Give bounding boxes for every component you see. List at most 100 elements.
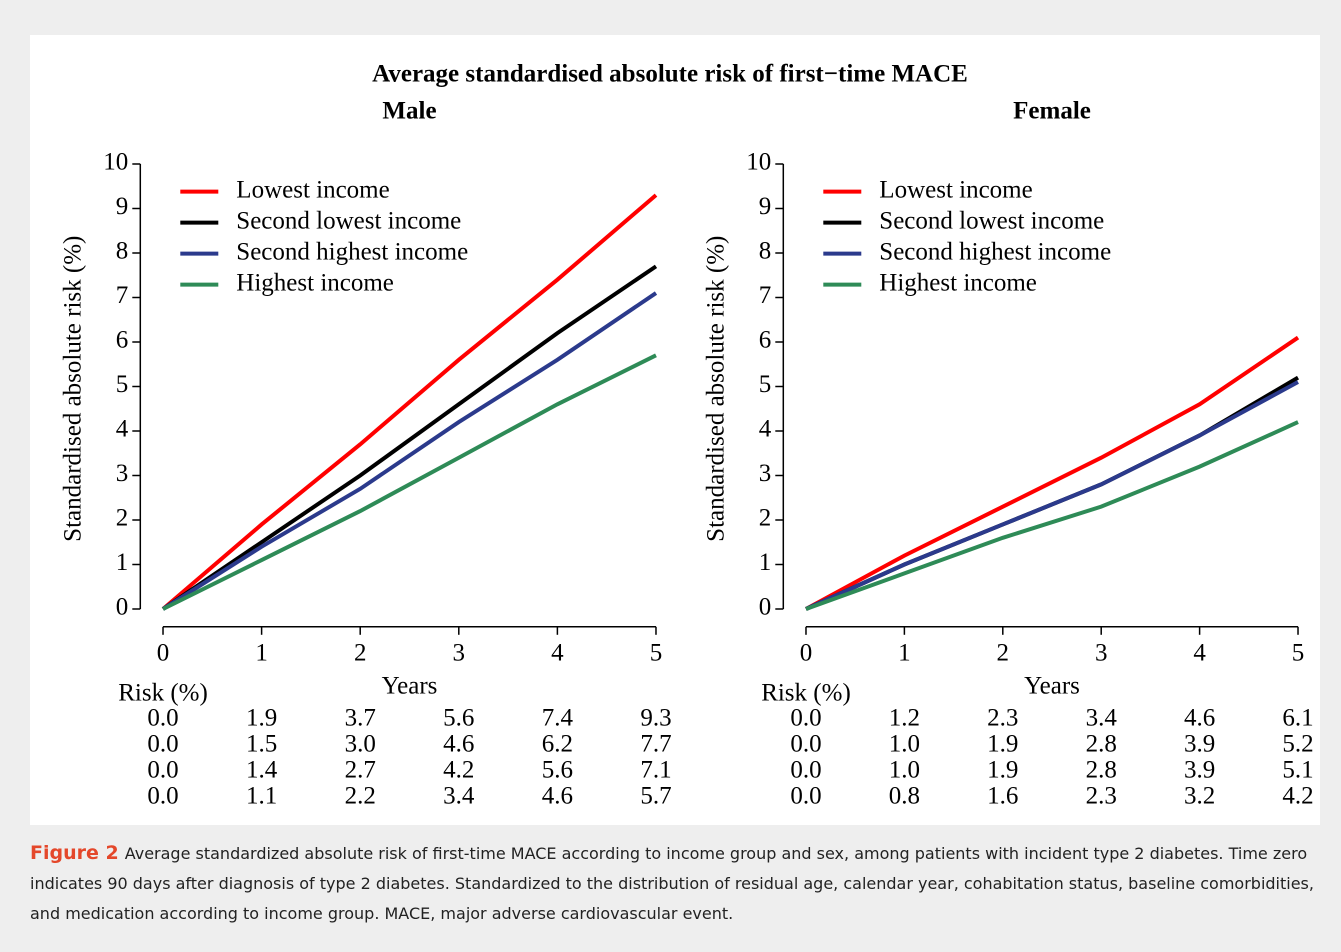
- x-tick-label: 4: [551, 640, 564, 667]
- y-tick-label: 7: [759, 282, 772, 309]
- risk-value: 3.7: [345, 705, 376, 732]
- risk-value: 1.6: [987, 783, 1018, 810]
- x-tick-label: 5: [650, 640, 663, 667]
- risk-value: 0.0: [147, 757, 178, 784]
- risk-value: 0.8: [889, 783, 920, 810]
- y-tick-label: 10: [103, 149, 128, 176]
- risk-value: 4.2: [1282, 783, 1313, 810]
- caption: Figure 2 Average standardized absolute ri…: [30, 838, 1320, 929]
- risk-value: 1.9: [987, 757, 1018, 784]
- risk-value: 1.9: [987, 731, 1018, 758]
- legend-label: Highest income: [879, 269, 1037, 296]
- y-tick-label: 0: [759, 594, 772, 621]
- risk-value: 2.2: [345, 783, 376, 810]
- x-tick-label: 0: [800, 640, 813, 667]
- line: [161, 291, 658, 611]
- y-tick-label: 6: [116, 327, 129, 354]
- line: [161, 264, 658, 611]
- caption-text: Average standardized absolute risk of fi…: [30, 844, 1314, 923]
- risk-value: 5.7: [640, 783, 671, 810]
- figure: Average standardised absolute risk of fi…: [30, 35, 1320, 825]
- y-tick-label: 3: [759, 460, 772, 487]
- x-tick-label: 3: [453, 640, 466, 667]
- line: [805, 335, 1300, 611]
- legend-label: Lowest income: [236, 176, 389, 203]
- risk-value: 1.4: [246, 757, 278, 784]
- y-tick-label: 9: [759, 193, 772, 220]
- line: [162, 353, 657, 611]
- risk-value: 9.3: [640, 705, 671, 732]
- legend-label: Second lowest income: [236, 207, 461, 234]
- risk-value: 0.0: [147, 731, 178, 758]
- risk-value: 1.0: [889, 731, 920, 758]
- y-tick-label: 4: [759, 416, 772, 443]
- table-label: Risk (%): [118, 680, 208, 707]
- figure-title: Average standardised absolute risk of fi…: [372, 61, 968, 88]
- risk-value: 0.0: [790, 705, 821, 732]
- risk-value: 6.2: [542, 731, 573, 758]
- risk-value: 0.0: [790, 731, 821, 758]
- risk-value: 0.0: [147, 705, 178, 732]
- y-tick-label: 5: [116, 371, 129, 398]
- y-tick-label: 10: [746, 149, 771, 176]
- x-tick-label: 3: [1095, 640, 1108, 667]
- y-tick-label: 2: [759, 505, 772, 532]
- risk-value: 0.0: [790, 783, 821, 810]
- y-tick-label: 3: [116, 460, 129, 487]
- risk-value: 1.2: [889, 705, 920, 732]
- risk-value: 1.5: [246, 731, 277, 758]
- x-axis-label: Years: [1024, 673, 1080, 700]
- caption-label: Figure 2: [30, 842, 119, 864]
- risk-value: 3.2: [1184, 783, 1215, 810]
- risk-value: 4.6: [1184, 705, 1215, 732]
- panel: [30, 35, 1320, 825]
- table-label: Risk (%): [761, 680, 851, 707]
- y-tick-label: 2: [116, 505, 129, 532]
- y-axis-label: Standardised absolute risk (%): [703, 236, 730, 542]
- risk-value: 5.1: [1282, 757, 1313, 784]
- x-tick-label: 2: [997, 640, 1010, 667]
- risk-value: 1.0: [889, 757, 920, 784]
- risk-value: 2.3: [1086, 783, 1117, 810]
- x-axis-label: Years: [382, 673, 438, 700]
- risk-value: 7.4: [542, 705, 574, 732]
- risk-value: 3.0: [345, 731, 376, 758]
- x-tick-label: 4: [1193, 640, 1206, 667]
- risk-value: 7.1: [640, 757, 671, 784]
- line: [805, 420, 1299, 611]
- legend-label: Lowest income: [879, 176, 1032, 203]
- x-tick-label: 1: [898, 640, 911, 667]
- y-tick-label: 0: [116, 594, 129, 621]
- y-tick-label: 7: [116, 282, 129, 309]
- x-tick-label: 5: [1292, 640, 1305, 667]
- risk-value: 4.6: [542, 783, 573, 810]
- risk-value: 5.6: [542, 757, 573, 784]
- y-tick-label: 8: [759, 238, 772, 265]
- risk-value: 2.8: [1086, 757, 1117, 784]
- x-tick-label: 2: [354, 640, 367, 667]
- line: [805, 380, 1299, 611]
- risk-value: 3.4: [1086, 705, 1118, 732]
- risk-value: 0.0: [147, 783, 178, 810]
- risk-value: 5.6: [443, 705, 474, 732]
- risk-value: 3.9: [1184, 757, 1215, 784]
- risk-value: 5.2: [1282, 731, 1313, 758]
- legend-label: Second highest income: [236, 238, 468, 265]
- legend-label: Second highest income: [879, 238, 1111, 265]
- line: [161, 193, 658, 611]
- legend-label: Highest income: [236, 269, 394, 296]
- y-tick-label: 1: [116, 549, 129, 576]
- risk-value: 2.8: [1086, 731, 1117, 758]
- y-axis-label: Standardised absolute risk (%): [60, 236, 87, 542]
- y-tick-label: 1: [759, 549, 772, 576]
- risk-value: 1.1: [246, 783, 277, 810]
- risk-value: 2.3: [987, 705, 1018, 732]
- chart-title: Male: [382, 98, 436, 125]
- risk-value: 7.7: [640, 731, 671, 758]
- risk-value: 3.9: [1184, 731, 1215, 758]
- risk-value: 0.0: [790, 757, 821, 784]
- y-tick-label: 8: [116, 238, 129, 265]
- y-tick-label: 9: [116, 193, 129, 220]
- risk-value: 3.4: [443, 783, 475, 810]
